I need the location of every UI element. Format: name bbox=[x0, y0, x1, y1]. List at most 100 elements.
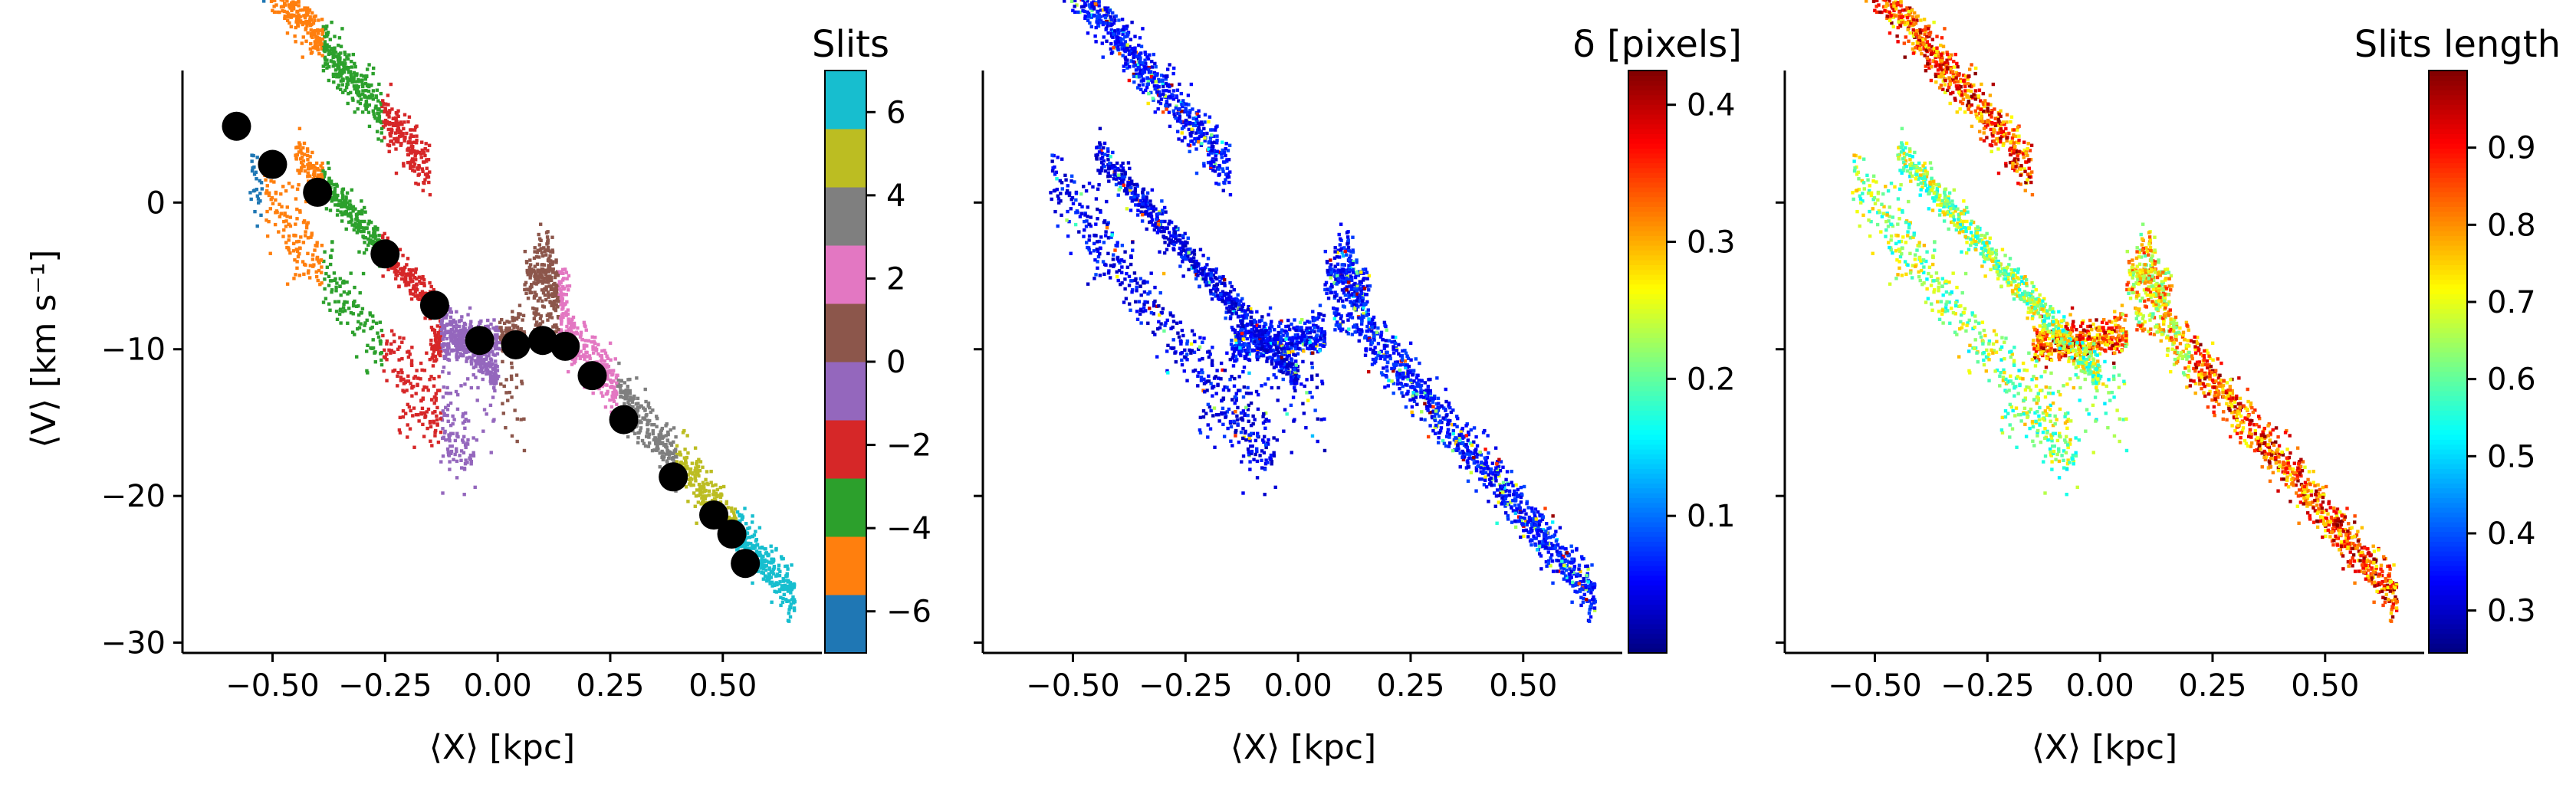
scatter-point bbox=[316, 278, 320, 283]
scatter-point bbox=[486, 324, 490, 328]
scatter-point bbox=[381, 234, 385, 238]
scatter-point bbox=[553, 300, 557, 303]
scatter-point bbox=[643, 387, 647, 392]
scatter-point bbox=[407, 115, 412, 119]
scatter-point bbox=[1397, 372, 1401, 376]
scatter-point bbox=[446, 450, 450, 454]
scatter-point bbox=[346, 292, 350, 296]
scatter-point bbox=[379, 91, 383, 96]
scatter-point bbox=[340, 190, 344, 195]
scatter-point bbox=[530, 284, 534, 289]
scatter-point bbox=[686, 451, 690, 455]
scatter-point bbox=[1404, 351, 1408, 356]
scatter-point bbox=[1484, 475, 1487, 479]
scatter-point bbox=[311, 32, 315, 36]
scatter-point bbox=[1393, 360, 1398, 364]
scatter-point bbox=[514, 317, 518, 320]
scatter-point bbox=[1431, 428, 1435, 433]
scatter-point bbox=[626, 435, 630, 439]
scatter-point bbox=[380, 103, 383, 107]
scatter-point bbox=[566, 308, 570, 312]
scatter-point bbox=[1395, 382, 1400, 386]
scatter-point bbox=[1214, 154, 1217, 158]
scatter-point bbox=[441, 395, 445, 399]
scatter-point bbox=[380, 362, 384, 367]
scatter-point bbox=[582, 346, 586, 350]
scatter-point bbox=[422, 435, 426, 438]
scatter-point bbox=[758, 553, 763, 557]
scatter-point bbox=[613, 357, 617, 361]
scatter-point bbox=[442, 412, 446, 416]
scatter-point bbox=[1223, 160, 1227, 164]
colorbar-tick-label: 4 bbox=[886, 179, 905, 214]
slit-center-marker bbox=[717, 519, 747, 549]
scatter-point bbox=[402, 162, 406, 166]
scatter-point bbox=[274, 3, 278, 7]
scatter-point bbox=[308, 47, 313, 51]
scatter-point bbox=[1357, 339, 1361, 343]
scatter-point bbox=[283, 2, 287, 5]
scatter-point bbox=[548, 274, 552, 278]
scatter-point bbox=[643, 408, 647, 412]
scatter-point bbox=[550, 260, 555, 264]
scatter-point bbox=[788, 582, 792, 586]
scatter-point bbox=[299, 169, 303, 172]
scatter-point bbox=[1466, 438, 1470, 442]
scatter-point bbox=[740, 517, 744, 521]
scatter-point bbox=[317, 261, 321, 265]
scatter-point bbox=[1093, 34, 1097, 38]
scatter-point bbox=[435, 389, 440, 392]
scatter-point bbox=[664, 444, 668, 449]
scatter-point bbox=[762, 559, 767, 564]
scatter-point bbox=[664, 434, 668, 438]
scatter-point bbox=[1349, 254, 1352, 258]
scatter-point bbox=[376, 331, 380, 335]
scatter-point bbox=[636, 405, 639, 409]
scatter-point bbox=[377, 112, 381, 116]
scatter-point bbox=[636, 402, 640, 405]
scatter-point bbox=[322, 48, 326, 52]
scatter-point bbox=[1385, 360, 1390, 364]
scatter-point bbox=[510, 377, 514, 382]
scatter-point bbox=[636, 436, 640, 440]
scatter-point bbox=[265, 234, 270, 238]
scatter-point bbox=[323, 277, 327, 281]
scatter-point bbox=[721, 484, 726, 489]
scatter-point bbox=[1426, 385, 1430, 389]
scatter-point bbox=[337, 84, 341, 87]
scatter-point bbox=[543, 293, 547, 297]
scatter-point bbox=[767, 576, 771, 580]
scatter-point bbox=[478, 369, 483, 373]
scatter-point bbox=[1142, 90, 1145, 94]
scatter-point bbox=[340, 71, 344, 74]
scatter-point bbox=[583, 323, 586, 327]
scatter-point bbox=[754, 539, 758, 543]
scatter-point bbox=[695, 472, 699, 477]
scatter-point bbox=[651, 408, 655, 412]
scatter-point bbox=[360, 110, 365, 114]
scatter-point bbox=[1533, 511, 1536, 515]
scatter-point bbox=[630, 400, 635, 404]
scatter-point bbox=[343, 210, 347, 214]
scatter-point bbox=[335, 213, 340, 217]
scatter-point bbox=[1453, 448, 1457, 452]
scatter-point bbox=[561, 271, 565, 275]
slit-centers bbox=[222, 111, 761, 579]
scatter-point bbox=[332, 195, 336, 198]
scatter-point bbox=[361, 84, 365, 89]
scatter-point bbox=[455, 353, 458, 357]
scatter-point bbox=[489, 362, 493, 366]
scatter-point bbox=[445, 408, 450, 412]
scatter-point bbox=[294, 222, 297, 226]
slit-center-marker bbox=[370, 239, 400, 269]
scatter-point bbox=[1230, 325, 1234, 330]
scatter-point bbox=[787, 608, 791, 612]
scatter-point bbox=[324, 27, 328, 31]
scatter-point bbox=[343, 66, 347, 70]
scatter-point bbox=[515, 325, 520, 330]
scatter-point bbox=[655, 448, 659, 452]
scatter-point bbox=[770, 580, 774, 585]
scatter-point bbox=[327, 52, 331, 57]
colorbar-segment bbox=[825, 129, 866, 188]
scatter-point bbox=[1351, 267, 1355, 272]
